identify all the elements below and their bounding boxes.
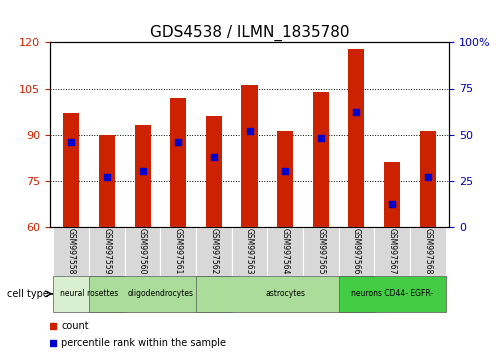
Bar bbox=[348, 48, 364, 227]
Bar bbox=[242, 85, 257, 227]
Bar bbox=[313, 92, 329, 227]
Bar bbox=[232, 227, 267, 276]
Point bbox=[67, 139, 75, 145]
Bar bbox=[420, 131, 436, 227]
Bar bbox=[135, 125, 151, 227]
Text: percentile rank within the sample: percentile rank within the sample bbox=[61, 338, 226, 348]
Point bbox=[317, 135, 325, 141]
Text: GSM997561: GSM997561 bbox=[174, 228, 183, 275]
Bar bbox=[89, 276, 232, 312]
Bar bbox=[384, 162, 400, 227]
Bar bbox=[63, 113, 79, 227]
Bar bbox=[277, 131, 293, 227]
Bar bbox=[374, 227, 410, 276]
Bar bbox=[125, 227, 160, 276]
Point bbox=[246, 128, 253, 134]
Bar bbox=[196, 276, 374, 312]
Point bbox=[49, 323, 57, 329]
Point bbox=[281, 169, 289, 174]
Point bbox=[352, 110, 360, 115]
Text: GSM997559: GSM997559 bbox=[102, 228, 111, 275]
Text: count: count bbox=[61, 321, 89, 331]
Text: GSM997562: GSM997562 bbox=[210, 228, 219, 275]
Text: astrocytes: astrocytes bbox=[265, 289, 305, 298]
Bar bbox=[99, 135, 115, 227]
Bar bbox=[196, 227, 232, 276]
Point bbox=[388, 202, 396, 207]
Bar bbox=[267, 227, 303, 276]
Text: GSM997563: GSM997563 bbox=[245, 228, 254, 275]
Text: GSM997560: GSM997560 bbox=[138, 228, 147, 275]
Bar bbox=[339, 276, 446, 312]
Text: GSM997558: GSM997558 bbox=[67, 228, 76, 275]
Text: neural rosettes: neural rosettes bbox=[60, 289, 118, 298]
Bar bbox=[89, 227, 125, 276]
Point bbox=[103, 174, 111, 180]
Point bbox=[210, 154, 218, 159]
Text: cell type: cell type bbox=[7, 289, 49, 299]
Text: GSM997566: GSM997566 bbox=[352, 228, 361, 275]
Text: GSM997568: GSM997568 bbox=[423, 228, 432, 275]
Text: GSM997567: GSM997567 bbox=[388, 228, 397, 275]
Bar bbox=[53, 227, 89, 276]
Point bbox=[49, 341, 57, 346]
Bar bbox=[410, 227, 446, 276]
Bar bbox=[160, 227, 196, 276]
Title: GDS4538 / ILMN_1835780: GDS4538 / ILMN_1835780 bbox=[150, 25, 349, 41]
Point bbox=[174, 139, 182, 145]
Bar bbox=[53, 276, 125, 312]
Text: GSM997565: GSM997565 bbox=[316, 228, 325, 275]
Bar bbox=[303, 227, 339, 276]
Text: oligodendrocytes: oligodendrocytes bbox=[127, 289, 194, 298]
Bar bbox=[339, 227, 374, 276]
Point bbox=[139, 169, 147, 174]
Bar bbox=[206, 116, 222, 227]
Text: GSM997564: GSM997564 bbox=[280, 228, 289, 275]
Bar bbox=[170, 98, 186, 227]
Text: neurons CD44- EGFR-: neurons CD44- EGFR- bbox=[351, 289, 433, 298]
Point bbox=[424, 174, 432, 180]
